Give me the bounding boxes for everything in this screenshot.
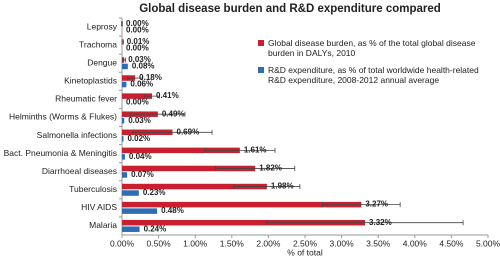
x-tick-label: 1.50%: [220, 238, 245, 248]
x-tick-label: 0.00%: [110, 238, 135, 248]
value-label: 0.00%: [126, 25, 149, 34]
error-bar: [266, 220, 464, 226]
legend-item: R&D expenditure, as % of total worldwide…: [258, 65, 490, 85]
legend-swatch: [258, 40, 264, 46]
legend-item: Global disease burden, as % of the total…: [258, 38, 490, 58]
y-tick-label: Diarrhoeal diseases: [42, 166, 117, 176]
value-label: 1.61%: [244, 145, 267, 154]
x-axis-label: % of total: [287, 247, 323, 257]
x-tick-label: 3.50%: [366, 238, 391, 248]
legend: Global disease burden, as % of the total…: [258, 38, 490, 92]
bar: [122, 226, 140, 232]
x-tick-label: 1.00%: [183, 238, 208, 248]
x-tick-label: 2.00%: [256, 238, 281, 248]
x-tick-label: 2.50%: [293, 238, 318, 248]
value-label: 0.24%: [144, 224, 167, 233]
legend-swatch: [258, 67, 264, 73]
error-bar: [122, 57, 127, 63]
y-tick-label: Dengue: [87, 57, 117, 67]
legend-label: Global disease burden, as % of the total…: [268, 38, 476, 58]
y-tick-label: Leprosy: [87, 21, 118, 31]
bar: [122, 165, 256, 172]
bar: [122, 147, 240, 154]
value-label: 0.03%: [128, 55, 151, 64]
bar: [122, 93, 153, 99]
value-label: 0.41%: [156, 91, 179, 100]
value-label: 0.02%: [127, 134, 150, 143]
error-bar: [121, 39, 124, 45]
x-tick-label: 5.00%: [476, 238, 500, 248]
value-label: 0.08%: [132, 62, 155, 71]
x-tick-label: 4.00%: [403, 238, 428, 248]
value-label: 0.04%: [129, 152, 152, 161]
y-tick-label: HIV AIDS: [81, 202, 117, 212]
error-bar: [121, 21, 123, 27]
bar: [122, 219, 366, 226]
value-label: 3.32%: [369, 218, 392, 227]
y-tick-label: Trachoma: [79, 39, 117, 49]
bar: [122, 154, 125, 160]
error-bar: [233, 184, 301, 190]
value-label: 1.82%: [259, 164, 282, 173]
legend-label: R&D expenditure, as % of total worldwide…: [268, 65, 479, 85]
y-tick-label: Salmonella infections: [37, 130, 117, 140]
error-bar: [132, 129, 213, 135]
value-label: 0.48%: [161, 206, 184, 215]
value-label: 1.98%: [271, 182, 294, 191]
y-tick-label: Kinetoplastids: [64, 76, 117, 86]
value-label: 0.06%: [130, 80, 153, 89]
value-label: 0.07%: [131, 170, 154, 179]
bar: [122, 63, 128, 70]
bar: [122, 208, 158, 214]
error-bar: [127, 75, 143, 81]
error-bar: [204, 147, 276, 153]
value-label: 0.00%: [126, 43, 149, 52]
value-label: 0.00%: [126, 98, 149, 107]
bar: [122, 172, 128, 178]
error-bar: [144, 93, 160, 99]
error-bar: [215, 165, 296, 171]
x-tick-label: 0.50%: [147, 238, 172, 248]
bar: [122, 183, 267, 190]
error-bar: [130, 111, 186, 117]
y-tick-label: Rheumatic fever: [55, 94, 117, 104]
value-label: 0.00%: [126, 19, 149, 28]
y-tick-label: Malaria: [89, 220, 117, 230]
chart-title: Global disease burden and R&D expenditur…: [139, 3, 441, 15]
value-label: 3.27%: [365, 200, 388, 209]
bar: [122, 201, 362, 208]
value-label: 0.03%: [128, 116, 151, 125]
x-tick-label: 3.00%: [330, 238, 355, 248]
value-label: 0.18%: [139, 73, 162, 82]
bar: [122, 136, 124, 142]
value-label: 0.01%: [127, 37, 150, 46]
value-label: 0.23%: [143, 188, 166, 197]
value-label: 0.49%: [162, 109, 185, 118]
bar: [122, 117, 125, 124]
bar: [122, 81, 127, 88]
y-tick-label: Bact. Pneumonia & Meningitis: [4, 148, 117, 158]
y-tick-label: Tuberculosis: [69, 184, 117, 194]
y-tick-label: Helminths (Worms & Flukes): [9, 112, 117, 122]
x-tick-label: 4.50%: [439, 238, 464, 248]
bar: [122, 190, 139, 196]
value-label: 0.69%: [177, 127, 200, 136]
error-bar: [322, 202, 401, 208]
